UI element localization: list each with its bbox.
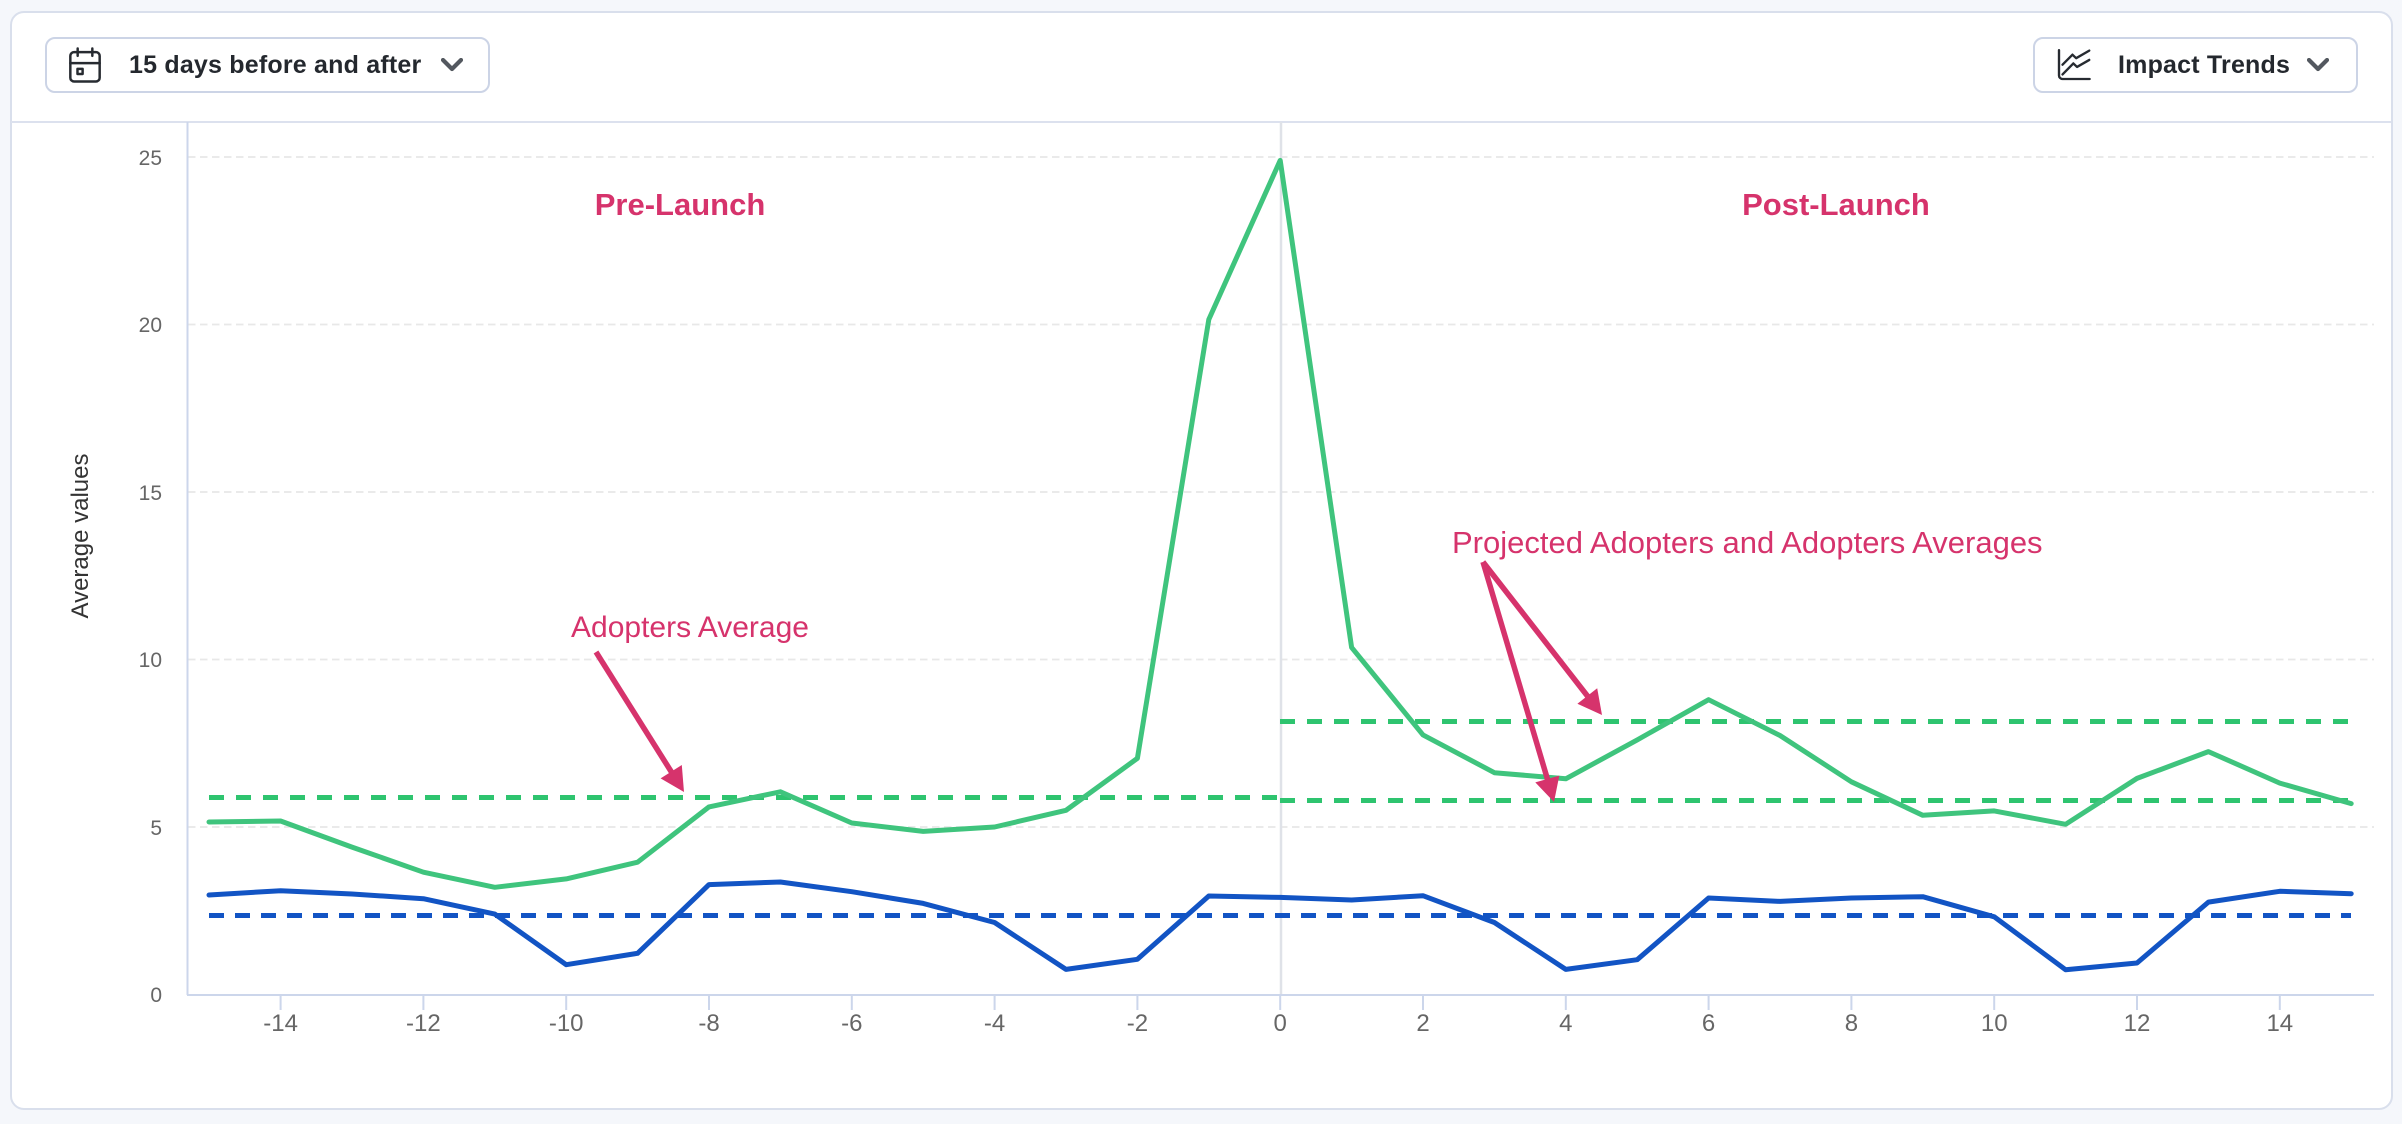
svg-text:15: 15 [139,482,162,505]
svg-text:8: 8 [1845,1010,1858,1037]
svg-text:2: 2 [1416,1010,1429,1037]
svg-text:6: 6 [1702,1010,1715,1037]
svg-text:14: 14 [2266,1010,2293,1037]
svg-text:10: 10 [1981,1010,2008,1037]
svg-text:Pre-Launch: Pre-Launch [595,187,766,222]
svg-text:10: 10 [139,649,162,672]
svg-text:-10: -10 [549,1010,584,1037]
svg-text:-8: -8 [698,1010,719,1037]
svg-text:-12: -12 [406,1010,441,1037]
svg-text:Post-Launch: Post-Launch [1742,187,1930,222]
svg-text:-2: -2 [1127,1010,1148,1037]
svg-text:-6: -6 [841,1010,862,1037]
svg-text:Average values: Average values [67,454,94,619]
svg-text:-14: -14 [263,1010,298,1037]
svg-text:20: 20 [139,314,162,337]
svg-text:0: 0 [150,984,162,1007]
svg-text:Projected Adopters and Adopter: Projected Adopters and Adopters Averages [1452,525,2043,560]
svg-text:5: 5 [150,817,162,840]
svg-text:25: 25 [139,147,162,170]
svg-text:Adopters Average: Adopters Average [571,611,809,644]
svg-text:-4: -4 [984,1010,1005,1037]
svg-text:4: 4 [1559,1010,1572,1037]
svg-text:12: 12 [2124,1010,2151,1037]
svg-text:0: 0 [1274,1010,1287,1037]
